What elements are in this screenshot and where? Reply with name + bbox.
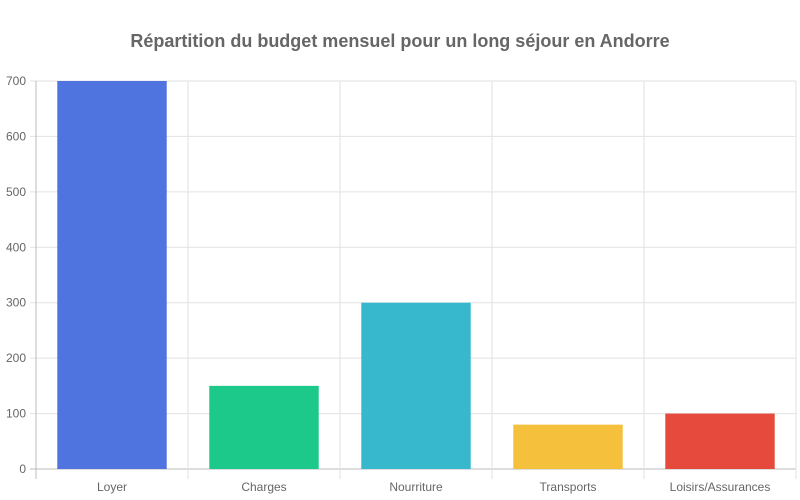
y-tick-label: 500: [6, 185, 26, 199]
x-tick-label: Loyer: [97, 480, 127, 494]
y-tick-label: 300: [6, 296, 26, 310]
y-tick-label: 0: [19, 462, 26, 476]
bar: [665, 413, 775, 469]
x-tick-label: Loisirs/Assurances: [670, 480, 771, 494]
y-tick-label: 600: [6, 129, 26, 143]
y-tick-label: 400: [6, 240, 26, 254]
bar: [513, 424, 623, 469]
y-tick-label: 100: [6, 407, 26, 421]
bar: [209, 385, 319, 469]
x-tick-label: Charges: [241, 480, 286, 494]
y-tick-label: 700: [6, 74, 26, 88]
x-tick-label: Transports: [540, 480, 597, 494]
bar: [57, 81, 167, 469]
y-tick-label: 200: [6, 351, 26, 365]
chart-title: Répartition du budget mensuel pour un lo…: [130, 31, 670, 51]
bar: [361, 302, 471, 469]
x-tick-label: Nourriture: [389, 480, 443, 494]
